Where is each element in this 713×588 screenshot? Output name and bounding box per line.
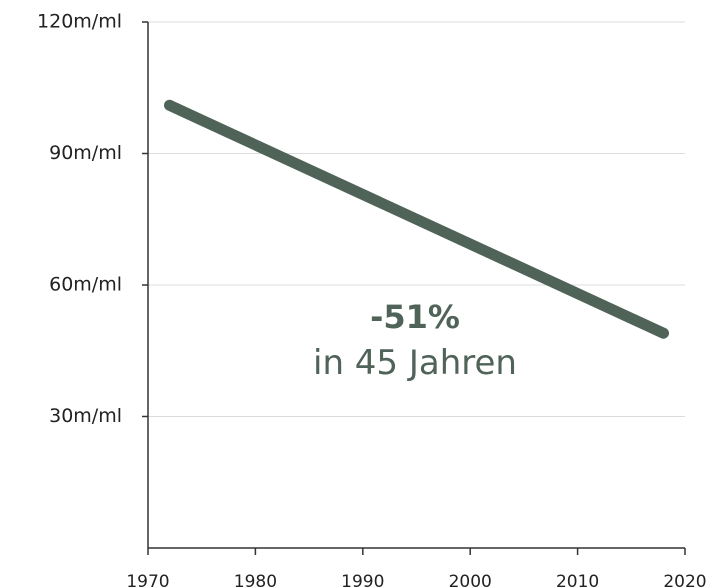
y-tick-label: 120m/ml <box>37 11 122 33</box>
data-line <box>163 99 670 339</box>
annotation-change: -51% <box>370 298 460 336</box>
x-tick-label: 1990 <box>341 572 384 588</box>
x-tick-label: 1980 <box>234 572 277 588</box>
y-tick-label: 60m/ml <box>49 274 122 296</box>
x-tick-label: 2000 <box>449 572 492 588</box>
x-tick-label: 2010 <box>556 572 599 588</box>
y-tick-label: 30m/ml <box>49 405 122 427</box>
x-tick-label: 1970 <box>126 572 169 588</box>
y-tick-label: 90m/ml <box>49 142 122 164</box>
annotation-period: in 45 Jahren <box>313 343 517 383</box>
x-tick-label: 2020 <box>663 572 706 588</box>
